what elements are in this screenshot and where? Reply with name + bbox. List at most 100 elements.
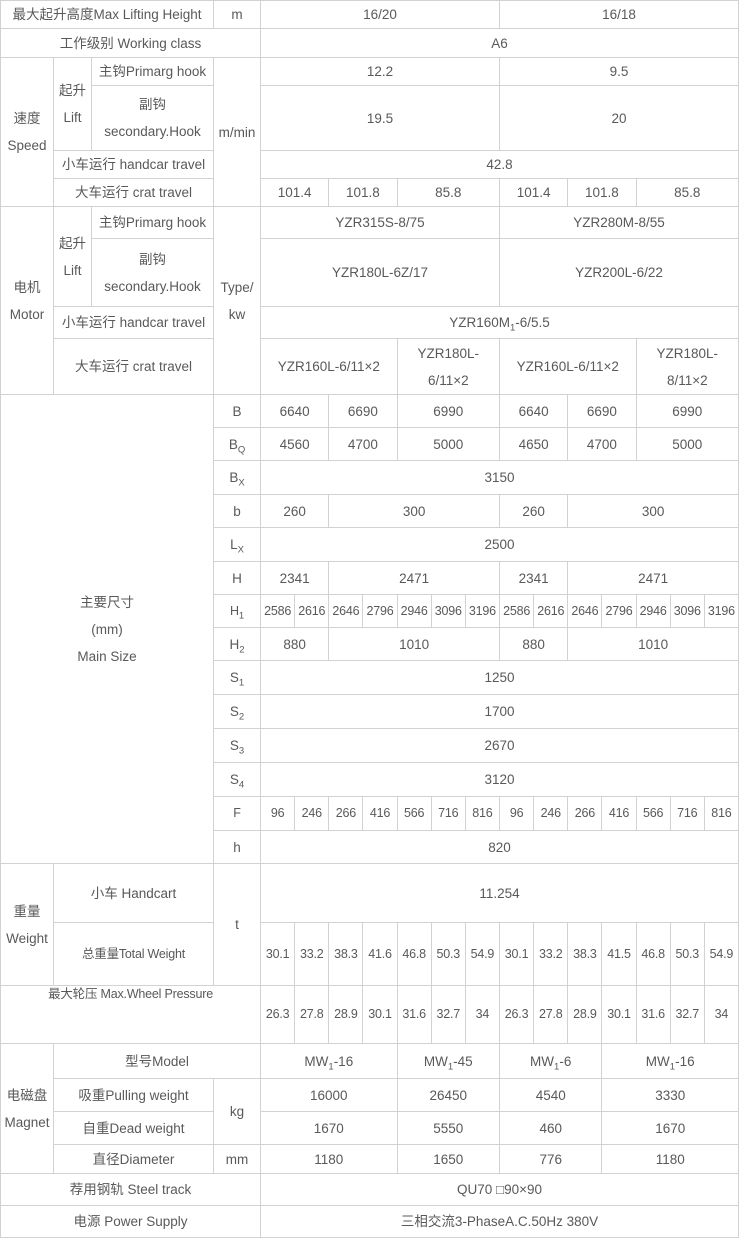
value-cell: 1180 [601, 1144, 739, 1174]
row-size-S1: S1 1250 [1, 660, 739, 695]
value-cell: 2471 [567, 561, 739, 595]
value-cell: 31.6 [396, 985, 432, 1044]
row-speed-crat-travel: 大车运行 crat travel 101.4 101.8 85.8 101.4 101.8… [1, 178, 739, 207]
value-cell: 816 [464, 796, 501, 831]
value-cell: MW1-45 [396, 1043, 501, 1079]
symbol-label: B [213, 394, 262, 428]
value-cell: 38.3 [328, 922, 364, 986]
value-cell: 31.6 [635, 985, 671, 1044]
item-label-secondary-hook: 副钩 secondary.Hook [90, 238, 215, 307]
value-cell: 1700 [260, 694, 739, 729]
value-cell: 880 [260, 627, 330, 661]
value-cell: 300 [328, 494, 500, 528]
value-cell: 96 [498, 796, 535, 831]
value-cell: 5000 [396, 427, 501, 461]
value-cell: 260 [260, 494, 330, 528]
row-steel-track: 荐用钢轨 Steel track QU70 □90×90 [0, 1173, 739, 1206]
row-size-S3: S3 2670 [1, 728, 739, 763]
value-cell: 2646 [328, 594, 364, 628]
value-cell: 54.9 [464, 922, 501, 986]
item-label-model: 型号Model [52, 1043, 262, 1079]
value-cell: 4700 [567, 427, 637, 461]
value-cell: 3096 [430, 594, 466, 628]
value-cell: 880 [498, 627, 569, 661]
row-weight-total: 总重量Total Weight 30.1 33.2 38.3 41.6 46.8 50.3 5… [1, 922, 739, 986]
unit-label: Type/ kw [213, 206, 262, 395]
value-cell: 26.3 [260, 985, 296, 1044]
row-magnet-dead-weight: 自重Dead weight 1670 5550 460 1670 [1, 1111, 739, 1145]
unit-label: kg [213, 1078, 262, 1145]
value-cell: 26.3 [498, 985, 535, 1044]
value-cell: 30.1 [498, 922, 535, 986]
row-size-B: 主要尺寸 (mm) Main Size B 6640 6690 6990 6640 6690… [0, 394, 739, 864]
value-cell: 4540 [498, 1078, 603, 1112]
value-cell: YZR315S-8/75 [260, 206, 500, 239]
item-label-handcar-travel: 小车运行 handcar travel [52, 306, 215, 339]
value-cell: 2471 [328, 561, 500, 595]
value-cell: 2946 [396, 594, 432, 628]
value-cell: 19.5 [260, 85, 500, 151]
value-cell: 776 [498, 1144, 603, 1174]
value-cell: 6990 [396, 394, 501, 428]
row-weight-handcart: 重量 Weight 小车 Handcart t 11.254 [0, 863, 739, 986]
value-cell: 38.3 [567, 922, 603, 986]
item-label-primary-hook: 主钩Primarg hook [90, 206, 215, 239]
value-cell: YZR180L- 6/11×2 [396, 338, 501, 395]
row-label-steel-track: 荐用钢轨 Steel track [0, 1173, 262, 1206]
value-cell: 246 [294, 796, 330, 831]
value-cell: 9.5 [499, 57, 739, 86]
value-cell: 716 [430, 796, 466, 831]
row-size-BQ: BQ 4560 4700 5000 4650 4700 5000 [1, 427, 739, 461]
value-cell: 416 [601, 796, 637, 831]
value-cell: 4560 [260, 427, 330, 461]
symbol-label: S1 [213, 660, 262, 695]
value-cell: 27.8 [294, 985, 330, 1044]
value-cell: 2500 [260, 527, 739, 562]
item-label-handcart: 小车 Handcart [52, 863, 215, 923]
value-cell: YZR160M1-6/5.5 [260, 306, 739, 339]
symbol-label: BX [213, 460, 262, 495]
value-cell: 101.8 [328, 178, 398, 207]
value-cell: A6 [260, 28, 739, 58]
value-cell: 34 [703, 985, 739, 1044]
symbol-label: h [213, 830, 262, 864]
category-label-speed: 速度 Speed [0, 57, 54, 207]
value-cell: 三相交流3-PhaseA.C.50Hz 380V [260, 1205, 739, 1238]
value-cell: 1670 [601, 1111, 739, 1145]
value-cell: MW1-6 [498, 1043, 603, 1079]
value-cell: 30.1 [260, 922, 296, 986]
row-motor-secondary-hook: 副钩 secondary.Hook YZR180L-6Z/17 YZR200L-6/… [1, 238, 739, 307]
value-cell: 46.8 [635, 922, 671, 986]
value-cell: QU70 □90×90 [260, 1173, 739, 1206]
row-speed-primary-hook: 速度 Speed 起升 Lift 主钩Primarg hook m/min 12.2 9.… [0, 57, 739, 207]
value-cell: 6690 [567, 394, 637, 428]
row-motor-crat-travel: 大车运行 crat travel YZR160L-6/11×2 YZR180L- 6… [1, 338, 739, 395]
value-cell: 416 [362, 796, 398, 831]
unit-label: m/min [213, 57, 262, 207]
row-size-b: b 260 300 260 300 [1, 494, 739, 528]
value-cell: 2796 [601, 594, 637, 628]
value-cell: 2646 [567, 594, 603, 628]
symbol-label: H [213, 561, 262, 595]
item-label-secondary-hook: 副钩 secondary.Hook [90, 85, 215, 151]
value-cell: 30.1 [601, 985, 637, 1044]
value-cell: 1180 [260, 1144, 398, 1174]
value-cell: 2341 [260, 561, 330, 595]
item-label-crat-travel: 大车运行 crat travel [52, 178, 215, 207]
symbol-label: F [213, 796, 262, 831]
value-cell: 2586 [260, 594, 296, 628]
value-cell: 28.9 [328, 985, 364, 1044]
row-speed-handcar-travel: 小车运行 handcar travel 42.8 [1, 150, 739, 179]
value-cell: 3196 [464, 594, 501, 628]
row-magnet-model: 电磁盘 Magnet 型号Model MW1-16 MW1-45 MW1-6 MW1-16 [0, 1043, 739, 1174]
category-label-main-size: 主要尺寸 (mm) Main Size [0, 394, 215, 864]
value-cell: 3196 [703, 594, 739, 628]
value-cell: 816 [703, 796, 739, 831]
value-cell: 33.2 [533, 922, 569, 986]
row-label-max-wheel-pressure: 最大轮压 Max.Wheel Pressure [0, 985, 262, 1044]
value-cell: 46.8 [396, 922, 432, 986]
row-label-max-lifting-height: 最大起升高度Max Lifting Height [0, 0, 215, 29]
row-magnet-diameter: 直径Diameter mm 1180 1650 776 1180 [1, 1144, 739, 1174]
item-label-pulling-weight: 吸重Pulling weight [52, 1078, 215, 1112]
symbol-label: S2 [213, 694, 262, 729]
